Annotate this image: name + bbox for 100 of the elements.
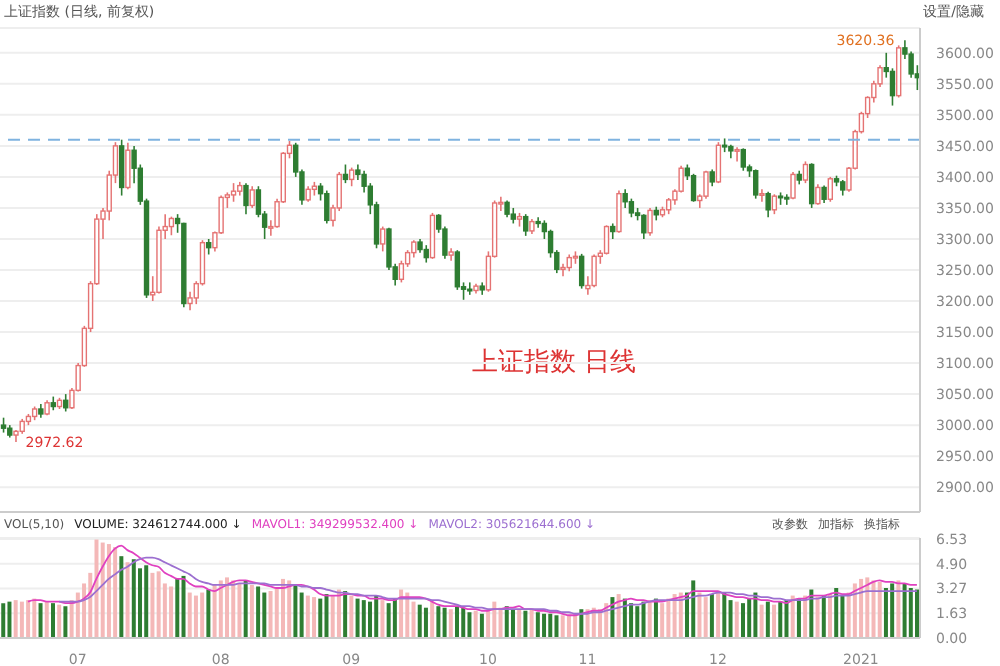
bar [343, 591, 348, 638]
bar [150, 572, 155, 638]
bar [324, 594, 329, 638]
bar [716, 591, 721, 638]
candlestick [523, 213, 529, 237]
bar [181, 575, 186, 638]
candlestick [380, 225, 386, 253]
candlestick [616, 189, 622, 234]
candlestick [324, 189, 330, 225]
bar [740, 603, 745, 638]
candlestick [753, 168, 759, 200]
bar [535, 612, 540, 638]
bar [734, 601, 739, 638]
candlestick [578, 253, 585, 290]
bar [193, 595, 198, 638]
bar [423, 607, 428, 638]
candlestick [125, 141, 131, 191]
bar [231, 580, 236, 638]
bar [113, 547, 118, 638]
bar [579, 609, 584, 638]
bar [442, 607, 447, 638]
bar [778, 601, 783, 638]
candlestick [647, 207, 653, 237]
candlestick [342, 163, 349, 184]
bar [473, 610, 478, 638]
bar [305, 595, 310, 638]
bar [249, 584, 254, 638]
bar [896, 580, 901, 638]
bar [852, 583, 857, 638]
bar [206, 589, 211, 638]
bar [722, 592, 727, 638]
bar [57, 604, 62, 638]
bar [697, 592, 702, 638]
bar [660, 603, 665, 638]
bar [709, 594, 714, 638]
bar [19, 601, 24, 638]
bar [50, 603, 55, 638]
bar [312, 597, 317, 638]
bar [871, 580, 876, 638]
bar [890, 583, 895, 638]
candlestick [622, 188, 628, 209]
candlestick [827, 176, 834, 203]
bar [119, 556, 124, 638]
bar [821, 595, 826, 638]
bar [529, 609, 534, 638]
bar [38, 603, 43, 638]
bar [840, 595, 845, 638]
bar [417, 604, 422, 638]
bar [455, 606, 460, 638]
bar [106, 544, 111, 638]
bar [691, 580, 696, 638]
candlestick [560, 262, 566, 278]
bar [386, 603, 391, 638]
bar [672, 594, 677, 638]
bar [131, 559, 136, 638]
bar [1, 603, 6, 638]
bar [349, 595, 354, 638]
bar [666, 598, 671, 638]
bar [368, 601, 372, 638]
bar [635, 606, 640, 638]
bar [629, 603, 634, 638]
bar [566, 615, 571, 638]
bar [169, 586, 174, 638]
candlestick [815, 183, 821, 206]
line-series [27, 544, 918, 617]
bar [125, 562, 130, 638]
bar [877, 581, 882, 638]
candlestick [765, 191, 771, 219]
candlestick [249, 185, 255, 209]
bar [32, 598, 37, 638]
candlestick [703, 169, 709, 200]
bar [759, 604, 764, 638]
bar [523, 610, 528, 638]
bar [13, 600, 18, 638]
bar [330, 595, 335, 638]
candlestick [628, 197, 635, 219]
candlestick [591, 253, 597, 289]
bar [100, 542, 105, 638]
candlestick [740, 147, 746, 172]
bar [765, 601, 770, 638]
bar [256, 586, 261, 638]
bar [560, 615, 565, 638]
bar [380, 600, 385, 638]
bar [796, 598, 801, 638]
bar [479, 613, 484, 638]
bar [492, 601, 497, 638]
candlestick [895, 44, 902, 99]
bar [554, 615, 559, 638]
candlestick [759, 188, 765, 203]
bar [200, 592, 205, 638]
bar [411, 601, 416, 638]
bar [7, 601, 12, 638]
bar [212, 584, 217, 638]
bar [772, 604, 777, 638]
bar [336, 589, 341, 638]
bar [355, 598, 360, 638]
bar [703, 597, 708, 638]
candlestick [243, 182, 249, 215]
bar [548, 613, 553, 638]
bar [517, 609, 522, 638]
